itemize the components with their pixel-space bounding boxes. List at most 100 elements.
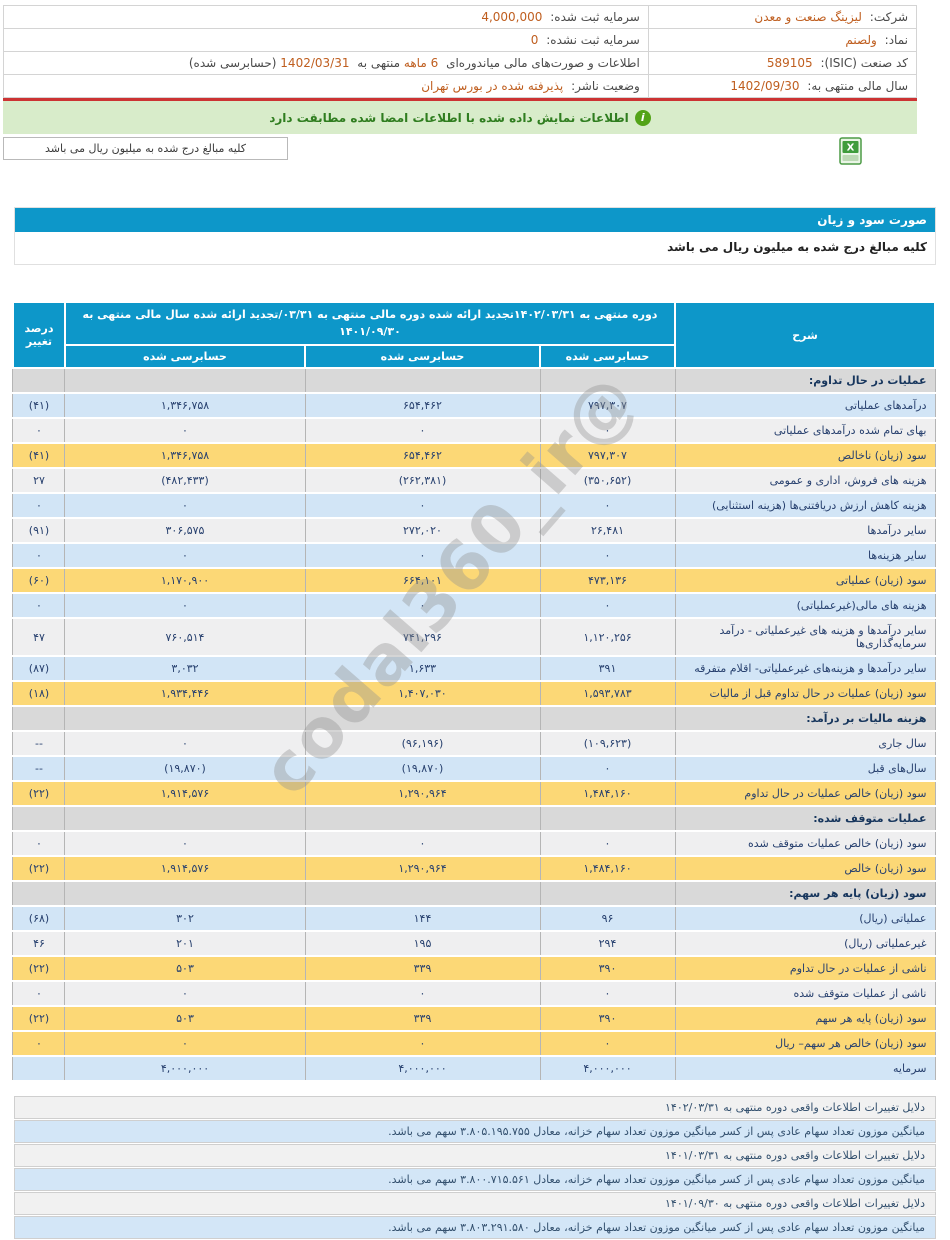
value-cell: ۰ [64, 492, 306, 519]
col-header-audited-2: حسابرسی شده [304, 344, 541, 369]
table-row: بهای تمام شده درآمدهای عملیاتی ۰ ۰ ۰ ۰ [12, 417, 936, 444]
table-row: سود (زیان) عملیات در حال تداوم قبل از ما… [12, 680, 936, 707]
value-cell: ۰ [64, 417, 306, 444]
value-cell: ۰ [539, 830, 676, 857]
table-row: سایر درآمدها و هزینه‌های غیرعملیاتی- اقل… [12, 655, 936, 682]
value-cell: ۱,۴۸۴,۱۶۰ [539, 855, 676, 882]
unregistered-capital-cell: سرمایه ثبت نشده: 0 [3, 28, 649, 52]
value-cell: ۱,۶۳۳ [304, 655, 541, 682]
table-row: هزینه های فروش، اداری و عمومی (۳۵۰,۶۵۲) (۲… [12, 467, 936, 494]
value-cell: (۲۶۲,۳۸۱) [304, 467, 541, 494]
value-cell: ۶۵۴,۴۶۲ [304, 392, 541, 419]
row-label: سال‌های قبل [674, 755, 936, 782]
table-row: ناشی از عملیات در حال تداوم ۳۹۰ ۳۳۹ ۵۰۳ (۲۲) [12, 955, 936, 982]
fiscal-year-label: سال مالی منتهی به: [807, 79, 908, 93]
value-cell: ۰ [64, 980, 306, 1007]
value-cell: ۰ [64, 592, 306, 619]
report-period: 6 ماهه [403, 56, 439, 70]
value-cell: ۰ [304, 830, 541, 857]
table-row: هزینه کاهش ارزش دریافتنی‌ها (هزینه استثن… [12, 492, 936, 519]
value-cell: ۶۶۴,۱۰۱ [304, 567, 541, 594]
percent-cell [12, 367, 66, 394]
value-cell: ۰ [64, 830, 306, 857]
percent-cell: (۴۱) [12, 442, 66, 469]
report-mid: منتهی به [357, 56, 401, 70]
value-cell: ۶۵۴,۴۶۲ [304, 442, 541, 469]
value-cell: ۱,۲۹۰,۹۶۴ [304, 855, 541, 882]
value-cell: ۰ [304, 542, 541, 569]
row-label: عملیات در حال تداوم: [674, 367, 936, 394]
value-cell: ۳۳۹ [304, 1005, 541, 1032]
row-label: هزینه کاهش ارزش دریافتنی‌ها (هزینه استثن… [674, 492, 936, 519]
value-cell: ۱,۳۴۶,۷۵۸ [64, 392, 306, 419]
table-row: سود (زیان) خالص عملیات در حال تداوم ۱,۴۸۴… [12, 780, 936, 807]
table-row: سود (زیان) خالص ۱,۴۸۴,۱۶۰ ۱,۲۹۰,۹۶۴ ۱,۹۱۴,۵… [12, 855, 936, 882]
row-label: بهای تمام شده درآمدهای عملیاتی [674, 417, 936, 444]
value-cell: ۱,۹۱۴,۵۷۶ [64, 855, 306, 882]
value-cell: ۱,۵۹۳,۷۸۳ [539, 680, 676, 707]
percent-cell: -- [12, 755, 66, 782]
value-cell: ۳۹۰ [539, 955, 676, 982]
isic-cell: کد صنعت (ISIC): 589105 [647, 51, 918, 75]
value-cell: ۴,۰۰۰,۰۰۰ [304, 1055, 541, 1082]
info-row: سال مالی منتهی به: 1402/09/30 وضعیت ناشر… [3, 74, 918, 98]
col-header-audited-3: حسابرسی شده [63, 344, 307, 369]
registered-capital-label: سرمایه ثبت شده: [550, 10, 640, 24]
note-row: دلایل تغییرات اطلاعات واقعی دوره منتهی ب… [14, 1096, 936, 1119]
registered-capital-cell: سرمایه ثبت شده: 4,000,000 [3, 5, 649, 29]
symbol-label: نماد: [884, 33, 908, 47]
value-cell: ۱,۴۰۷,۰۳۰ [304, 680, 541, 707]
symbol-value: ولصنم [845, 33, 877, 47]
row-label: سود (زیان) ناخالص [674, 442, 936, 469]
table-row: درآمدهای عملیاتی ۷۹۷,۳۰۷ ۶۵۴,۴۶۲ ۱,۳۴۶,۷۵۸(… [12, 392, 936, 419]
value-cell [304, 705, 541, 732]
percent-cell: ۲۷ [12, 467, 66, 494]
note-row: میانگین موزون تعداد سهام عادی پس از کسر … [14, 1168, 936, 1191]
report-suffix: (حسابرسی شده) [188, 56, 277, 70]
note-row: دلایل تغییرات اطلاعات واقعی دوره منتهی ب… [14, 1192, 936, 1215]
header-row-1: شرح دوره منتهی به ۱۴۰۲/۰۳/۳۱تجدید ارائه … [11, 301, 936, 369]
value-cell: ۰ [304, 417, 541, 444]
value-cell: ۷۹۷,۳۰۷ [539, 442, 676, 469]
info-icon: i [634, 109, 651, 126]
signed-info-banner: i اطلاعات نمایش داده شده با اطلاعات امضا… [3, 101, 917, 134]
percent-cell [12, 705, 66, 732]
percent-cell [12, 805, 66, 832]
income-statement-table: شرح دوره منتهی به ۱۴۰۲/۰۳/۳۱تجدید ارائه … [11, 301, 936, 1082]
table-row: سود (زیان) عملیاتی ۴۷۳,۱۳۶ ۶۶۴,۱۰۱ ۱,۱۷۰,۹۰… [12, 567, 936, 594]
value-cell: (۱۹,۸۷۰) [64, 755, 306, 782]
percent-cell: ۴۷ [12, 617, 66, 657]
unregistered-capital-label: سرمایه ثبت نشده: [546, 33, 640, 47]
percent-cell: (۸۷) [12, 655, 66, 682]
value-cell [64, 367, 306, 394]
value-cell: ۷۶۰,۵۱۴ [64, 617, 306, 657]
note-row: دلایل تغییرات اطلاعات واقعی دوره منتهی ب… [14, 1144, 936, 1167]
percent-cell: (۱۸) [12, 680, 66, 707]
value-cell: ۱,۹۳۴,۴۴۶ [64, 680, 306, 707]
percent-cell: ۰ [12, 542, 66, 569]
value-cell: ۲۶,۴۸۱ [539, 517, 676, 544]
section-header-row: عملیات متوقف شده: [12, 805, 936, 832]
value-cell: ۷۴۱,۲۹۶ [304, 617, 541, 657]
value-cell: ۰ [539, 1030, 676, 1057]
percent-cell: ۴۶ [12, 930, 66, 957]
percent-cell: ۰ [12, 592, 66, 619]
svg-text:X: X [847, 143, 855, 154]
percent-cell: (۲۲) [12, 855, 66, 882]
value-cell: ۷۹۷,۳۰۷ [539, 392, 676, 419]
report-date: 1402/03/31 [280, 56, 350, 70]
excel-export-icon[interactable]: X [839, 137, 862, 169]
value-cell: ۱,۲۹۰,۹۶۴ [304, 780, 541, 807]
row-label: غیرعملیاتی (ریال) [674, 930, 936, 957]
row-label: درآمدهای عملیاتی [674, 392, 936, 419]
isic-label: کد صنعت (ISIC): [820, 56, 908, 70]
statement-unit-note: کلیه مبالغ درج شده به میلیون ریال می باش… [667, 240, 927, 254]
unit-note-box: کلیه مبالغ درج شده به میلیون ریال می باش… [3, 137, 288, 160]
info-row: کد صنعت (ISIC): 589105 اطلاعات و صورت‌ها… [3, 51, 918, 75]
row-label: سود (زیان) خالص [674, 855, 936, 882]
row-label: ناشی از عملیات متوقف شده [674, 980, 936, 1007]
issuer-status-value: پذیرفته شده در بورس تهران [421, 79, 564, 93]
value-cell [304, 805, 541, 832]
percent-cell [12, 1055, 66, 1082]
row-label: سود (زیان) عملیات در حال تداوم قبل از ما… [674, 680, 936, 707]
